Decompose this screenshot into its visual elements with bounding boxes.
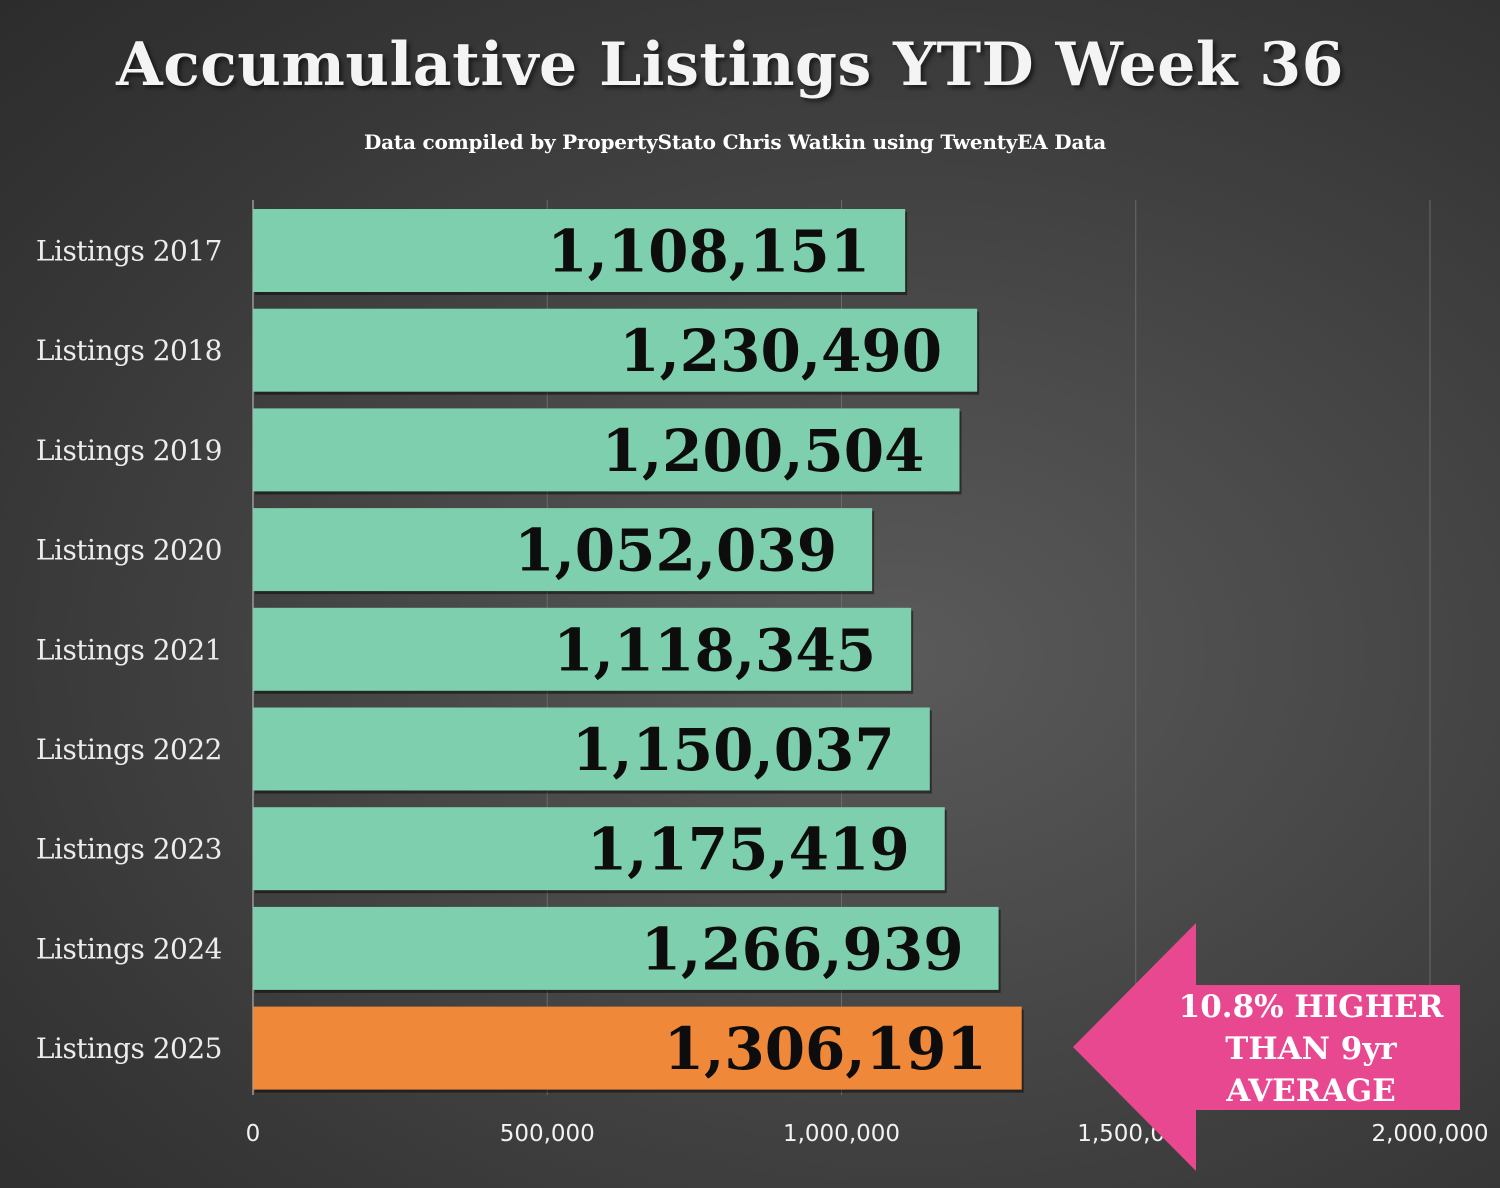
callout-line: AVERAGE bbox=[1225, 1073, 1395, 1109]
x-axis-ticks: 0 500,000 1,000,000 1,500,000 2,000,000 bbox=[246, 1121, 1489, 1147]
bar bbox=[253, 906, 999, 990]
x-tick-label: 1,000,000 bbox=[783, 1121, 900, 1147]
value-label: 1,108,151 bbox=[547, 218, 870, 286]
x-tick-label: 0 bbox=[246, 1121, 261, 1147]
bar bbox=[253, 209, 906, 292]
callout-line: 10.8% HIGHER bbox=[1179, 989, 1444, 1025]
x-tick-label: 500,000 bbox=[500, 1121, 595, 1147]
value-label: 1,150,037 bbox=[572, 716, 895, 784]
bar bbox=[253, 508, 873, 592]
x-tick-label: 2,000,000 bbox=[1371, 1121, 1488, 1147]
category-label: Listings 2023 bbox=[36, 833, 222, 866]
bar bbox=[253, 607, 912, 691]
value-label: 1,175,419 bbox=[587, 816, 910, 884]
category-label: Listings 2022 bbox=[36, 733, 222, 766]
callout-line: THAN 9yr bbox=[1225, 1031, 1397, 1067]
bar bbox=[253, 308, 978, 392]
bar bbox=[253, 707, 930, 791]
category-labels: Listings 2017 Listings 2018 Listings 2019 L… bbox=[36, 235, 223, 1066]
callout-arrow: 10.8% HIGHER THAN 9yr AVERAGE bbox=[1073, 923, 1460, 1171]
callout-arrow-shape bbox=[1073, 923, 1460, 1171]
value-label: 1,200,504 bbox=[602, 417, 925, 485]
bar bbox=[253, 408, 960, 492]
value-labels: 1,108,151 1,230,490 1,200,504 1,052,039 1,11… bbox=[514, 218, 986, 1084]
value-label: 1,230,490 bbox=[619, 317, 942, 385]
category-label: Listings 2019 bbox=[36, 434, 222, 467]
value-label: 1,052,039 bbox=[514, 517, 837, 585]
category-label: Listings 2018 bbox=[36, 334, 222, 367]
chart-subtitle: Data compiled by PropertyStato Chris Wat… bbox=[364, 130, 1106, 154]
value-label: 1,306,191 bbox=[664, 1015, 987, 1083]
chart-title: Accumulative Listings YTD Week 36 bbox=[116, 30, 1344, 100]
category-label: Listings 2020 bbox=[36, 534, 222, 567]
category-label: Listings 2025 bbox=[36, 1032, 222, 1065]
value-label: 1,266,939 bbox=[641, 915, 964, 983]
bar bbox=[253, 807, 945, 891]
bars bbox=[253, 209, 1024, 1093]
category-label: Listings 2017 bbox=[36, 235, 222, 268]
value-label: 1,118,345 bbox=[553, 616, 876, 684]
category-label: Listings 2024 bbox=[36, 932, 222, 965]
callout-text: 10.8% HIGHER THAN 9yr AVERAGE bbox=[1179, 989, 1444, 1109]
bar-highlight bbox=[253, 1006, 1022, 1090]
category-label: Listings 2021 bbox=[36, 633, 222, 666]
